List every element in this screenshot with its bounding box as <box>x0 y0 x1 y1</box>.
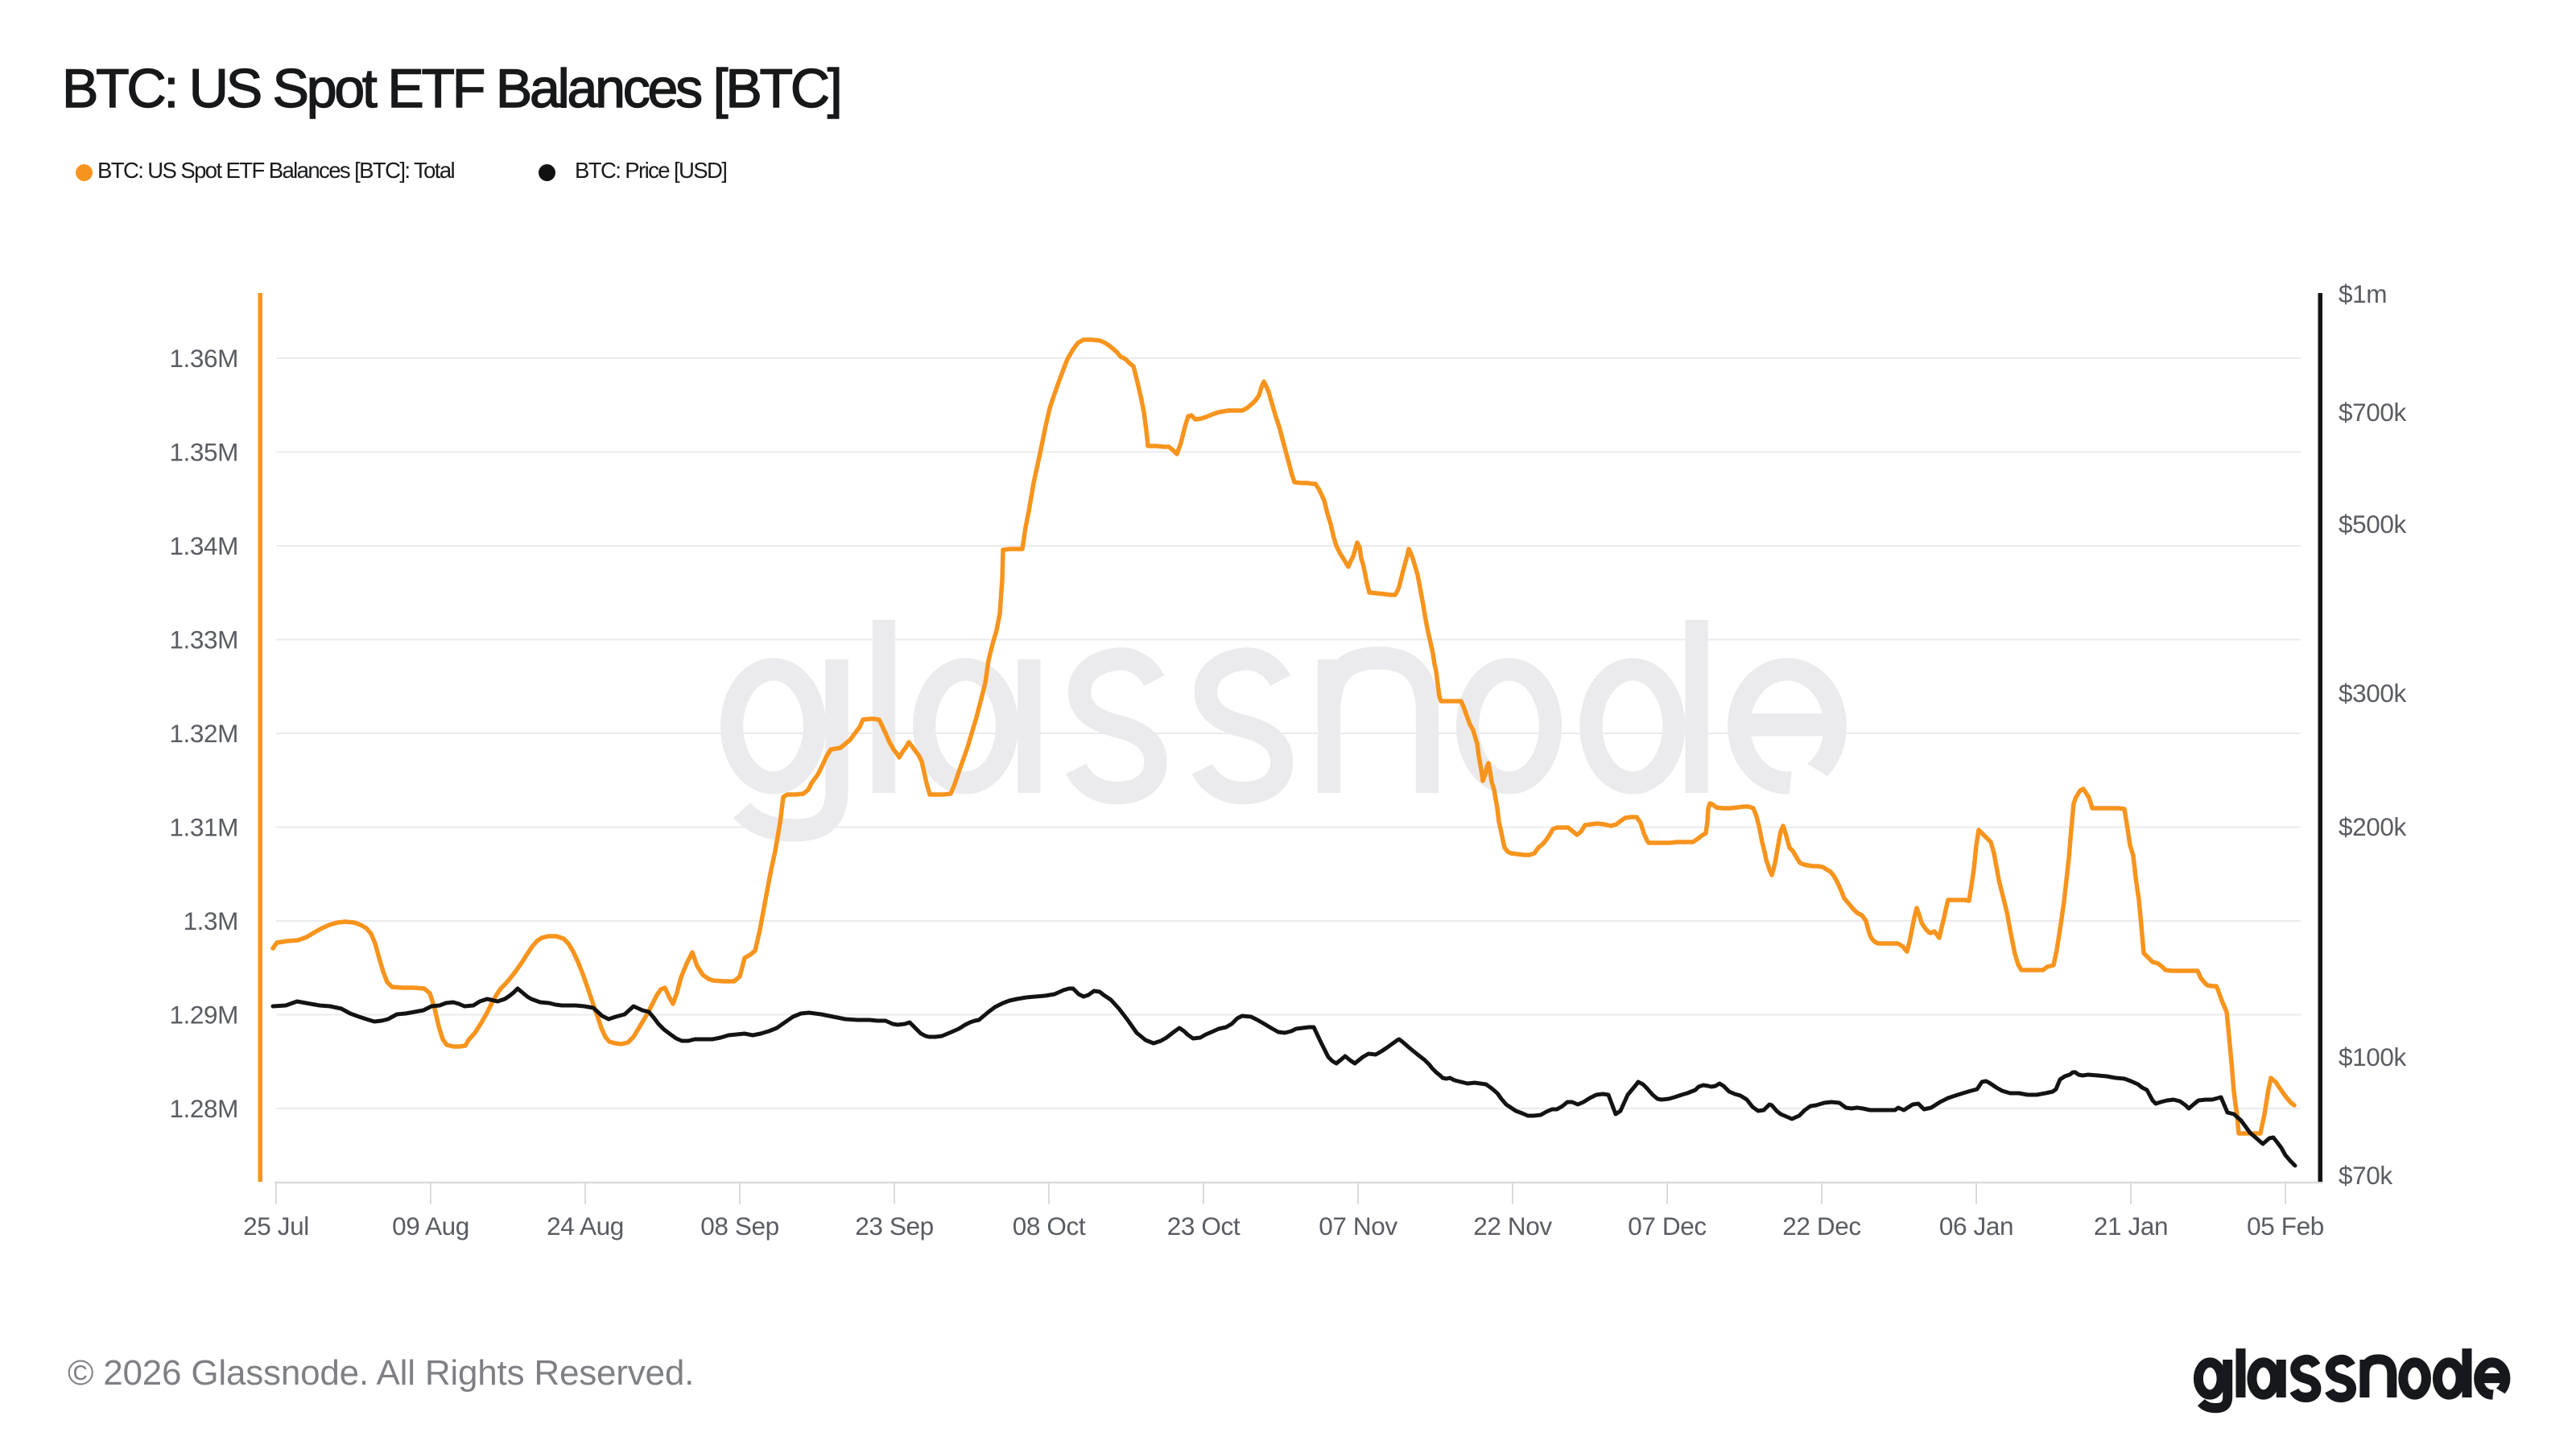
svg-text:$700k: $700k <box>2339 398 2406 427</box>
svg-text:05 Feb: 05 Feb <box>2247 1212 2324 1241</box>
svg-text:$500k: $500k <box>2339 510 2406 539</box>
svg-text:1.28M: 1.28M <box>169 1094 238 1123</box>
svg-text:1.32M: 1.32M <box>169 719 238 748</box>
svg-text:$100k: $100k <box>2339 1042 2406 1071</box>
svg-text:1.33M: 1.33M <box>169 625 238 654</box>
svg-text:23 Sep: 23 Sep <box>855 1212 933 1241</box>
svg-text:22 Nov: 22 Nov <box>1473 1212 1552 1241</box>
svg-text:21 Jan: 21 Jan <box>2094 1212 2168 1241</box>
svg-text:1.31M: 1.31M <box>169 813 238 842</box>
svg-text:07 Nov: 07 Nov <box>1319 1212 1397 1241</box>
svg-text:08 Sep: 08 Sep <box>700 1212 778 1241</box>
svg-text:1.34M: 1.34M <box>169 531 238 560</box>
svg-text:$200k: $200k <box>2339 812 2406 841</box>
svg-text:08 Oct: 08 Oct <box>1013 1212 1086 1241</box>
svg-text:1.35M: 1.35M <box>169 438 238 467</box>
svg-text:09 Aug: 09 Aug <box>392 1212 469 1241</box>
svg-text:1.36M: 1.36M <box>169 344 238 373</box>
svg-text:1.3M: 1.3M <box>184 906 238 935</box>
svg-text:$300k: $300k <box>2339 679 2406 708</box>
svg-text:06 Jan: 06 Jan <box>1939 1212 2013 1241</box>
svg-text:23 Oct: 23 Oct <box>1167 1212 1241 1241</box>
svg-text:25 Jul: 25 Jul <box>243 1212 309 1241</box>
svg-text:07 Dec: 07 Dec <box>1628 1212 1706 1241</box>
svg-text:22 Dec: 22 Dec <box>1782 1212 1860 1241</box>
svg-text:1.29M: 1.29M <box>169 1001 238 1030</box>
svg-text:$1m: $1m <box>2339 279 2387 308</box>
svg-text:$70k: $70k <box>2339 1161 2392 1190</box>
svg-text:24 Aug: 24 Aug <box>547 1212 624 1241</box>
